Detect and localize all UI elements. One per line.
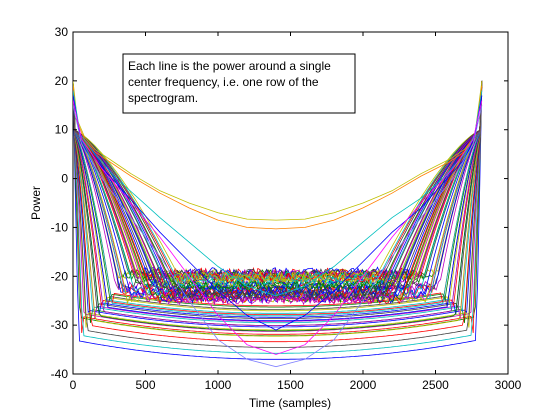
y-tick-label: -20: [51, 269, 69, 283]
y-tick-label: -10: [51, 220, 69, 234]
annotation-line-2: center frequency, i.e. one row of the: [128, 75, 319, 89]
x-tick-label: 1000: [205, 378, 232, 392]
annotation-box: Each line is the power around a single c…: [123, 54, 355, 113]
x-tick-label: 0: [70, 378, 77, 392]
y-tick-label: -40: [51, 367, 69, 381]
y-tick-label: 10: [55, 123, 69, 137]
x-tick-label: 2500: [422, 378, 449, 392]
x-tick-label: 3000: [495, 378, 522, 392]
y-tick-label: 30: [55, 25, 69, 39]
y-axis-label: Power: [29, 186, 43, 220]
y-tick-label: 0: [61, 172, 68, 186]
annotation-line-3: spectrogram.: [128, 91, 198, 105]
annotation-line-1: Each line is the power around a single: [128, 59, 331, 73]
x-tick-label: 1500: [277, 378, 304, 392]
y-tick-label: 20: [55, 74, 69, 88]
x-axis-label: Time (samples): [249, 396, 331, 410]
x-tick-label: 500: [135, 378, 155, 392]
x-tick-label: 2000: [350, 378, 377, 392]
y-tick-label: -30: [51, 318, 69, 332]
